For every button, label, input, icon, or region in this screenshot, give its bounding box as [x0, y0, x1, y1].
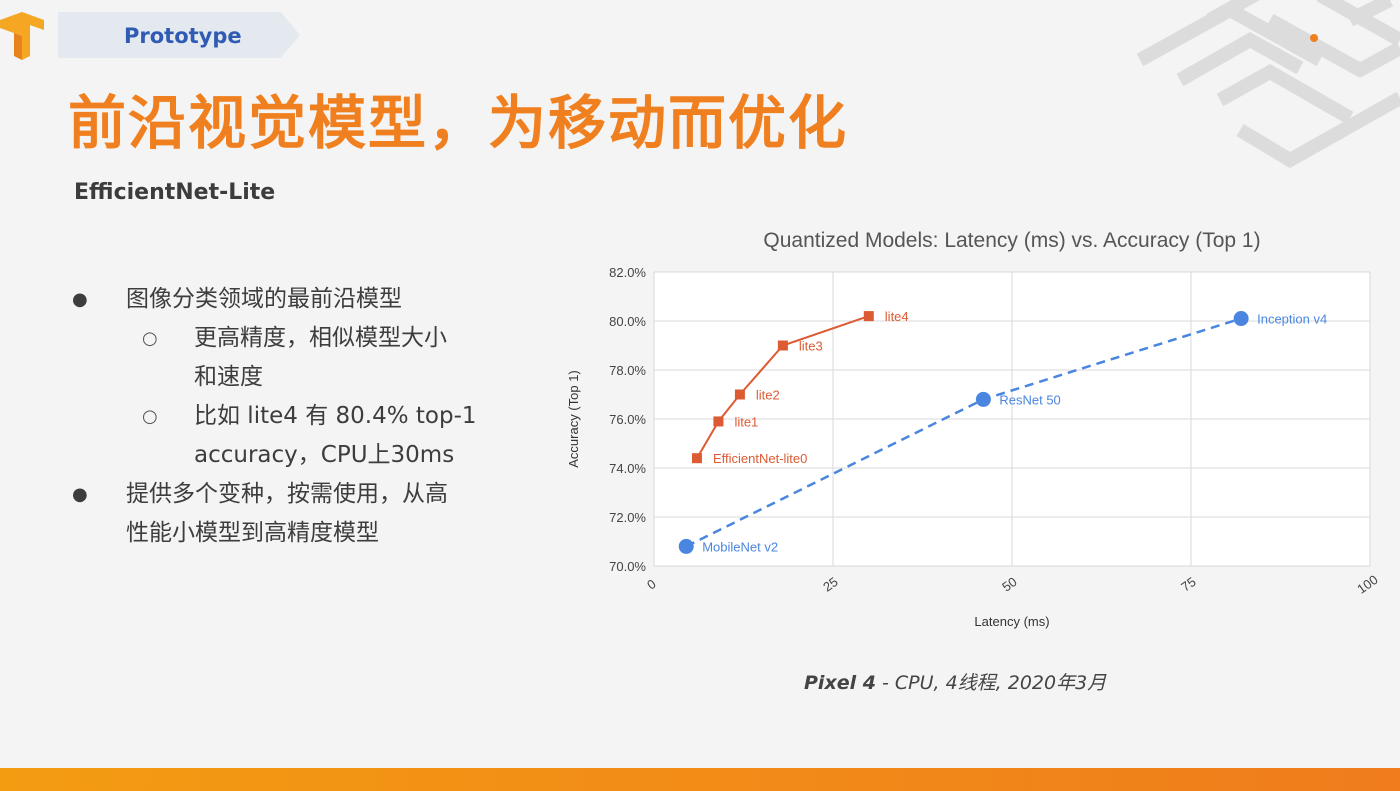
slide-title: 前沿视觉模型，为移动而优化: [68, 89, 849, 157]
y-tick-label: 80.0%: [609, 314, 646, 329]
x-tick-label: 100: [1354, 572, 1380, 597]
caption-device: Pixel 4: [804, 672, 876, 694]
data-point-circle: [975, 391, 991, 407]
x-tick-label: 0: [644, 576, 659, 592]
y-tick-label: 78.0%: [609, 363, 646, 378]
bullet-list: ● 图像分类领域的最前沿模型 ○ 更高精度，相似模型大小 和速度 ○ 比如 li…: [70, 280, 540, 553]
y-tick-label: 76.0%: [609, 412, 646, 427]
x-tick-label: 50: [999, 574, 1019, 595]
latency-accuracy-chart: Quantized Models: Latency (ms) vs. Accur…: [566, 229, 1381, 629]
tensorflow-logo: [0, 12, 44, 60]
caption-detail: - CPU, 4线程, 2020年3月: [875, 672, 1107, 694]
prototype-tag-label: Prototype: [124, 24, 242, 48]
sub-bullet-line: 和速度: [194, 364, 263, 390]
data-point-square: [691, 453, 702, 464]
bullet-text: 提供多个变种，按需使用，从高 性能小模型到高精度模型: [126, 475, 448, 553]
chart-caption: Pixel 4 - CPU, 4线程, 2020年3月: [804, 668, 1106, 695]
x-tick-label: 25: [820, 574, 840, 595]
slide-subtitle: EfficientNet-Lite: [74, 180, 276, 205]
data-point-label: lite4: [885, 309, 909, 324]
sub-bullet-circle: ○: [142, 328, 158, 349]
bullet-item: ● 图像分类领域的最前沿模型: [70, 280, 540, 319]
data-point-label: EfficientNet-lite0: [713, 451, 807, 466]
sub-bullet-item: ○ 更高精度，相似模型大小 和速度: [70, 319, 540, 397]
sub-bullet-item: ○ 比如 lite4 有 80.4% top-1 accuracy，CPU上30…: [70, 397, 540, 475]
data-point-label: lite3: [799, 339, 823, 354]
sub-bullet-text: 比如 lite4 有 80.4% top-1 accuracy，CPU上30ms: [194, 397, 477, 475]
data-point-label: ResNet 50: [999, 392, 1060, 407]
x-axis-label: Latency (ms): [974, 614, 1049, 629]
bullet-dot: ●: [72, 484, 88, 505]
data-point-square: [777, 340, 788, 351]
y-tick-label: 74.0%: [609, 461, 646, 476]
data-point-label: lite1: [734, 414, 758, 429]
bullet-item: ● 提供多个变种，按需使用，从高 性能小模型到高精度模型: [70, 475, 540, 553]
x-tick-label: 75: [1178, 574, 1198, 595]
bullet-text: 图像分类领域的最前沿模型: [126, 286, 402, 312]
prototype-tag: [58, 12, 300, 58]
data-point-square: [734, 389, 745, 400]
y-axis-label: Accuracy (Top 1): [566, 370, 581, 468]
data-point-label: lite2: [756, 388, 780, 403]
bullet-dot: ●: [72, 289, 88, 310]
chart-area: Quantized Models: Latency (ms) vs. Accur…: [560, 215, 1400, 645]
chart-title: Quantized Models: Latency (ms) vs. Accur…: [763, 229, 1260, 252]
bullet-line: 性能小模型到高精度模型: [126, 520, 379, 546]
sub-bullet-circle: ○: [142, 406, 158, 427]
y-tick-label: 72.0%: [609, 510, 646, 525]
sub-bullet-line: 更高精度，相似模型大小: [194, 325, 447, 351]
data-point-circle: [1233, 311, 1249, 327]
y-tick-label: 82.0%: [609, 265, 646, 280]
data-point-label: Inception v4: [1257, 312, 1327, 327]
sub-bullet-text: 更高精度，相似模型大小 和速度: [194, 319, 447, 397]
data-point-circle: [678, 538, 694, 554]
sub-bullet-line: accuracy，CPU上30ms: [194, 442, 455, 468]
sub-bullet-line: 比如 lite4 有 80.4% top-1: [194, 403, 477, 429]
data-point-label: MobileNet v2: [702, 539, 778, 554]
bullet-line: 提供多个变种，按需使用，从高: [126, 481, 448, 507]
data-point-square: [713, 416, 724, 427]
maze-decoration: [1136, 0, 1400, 169]
bottom-accent-bar: [0, 768, 1400, 791]
data-point-square: [863, 311, 874, 322]
y-tick-label: 70.0%: [609, 559, 646, 574]
